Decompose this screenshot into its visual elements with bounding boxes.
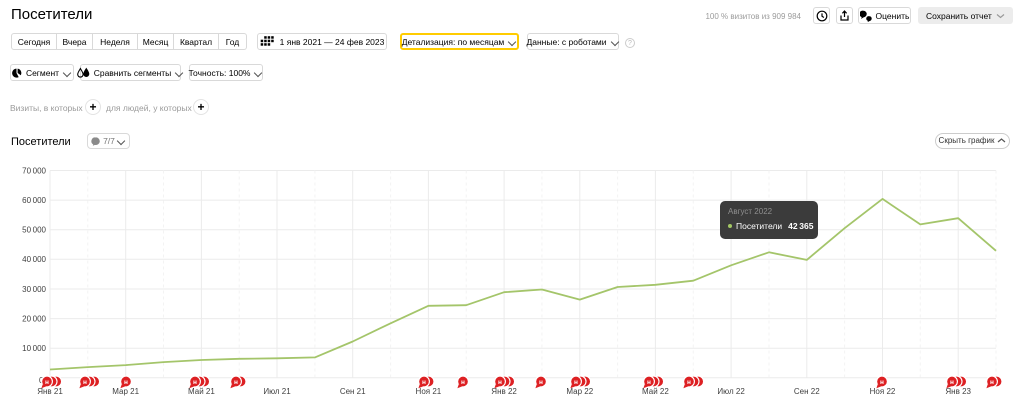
svg-text:н: н bbox=[687, 379, 691, 386]
svg-text:Июл 21: Июл 21 bbox=[263, 387, 291, 396]
svg-text:н: н bbox=[950, 379, 954, 386]
svg-text:20 000: 20 000 bbox=[22, 314, 46, 323]
svg-text:Июл 22: Июл 22 bbox=[717, 387, 745, 396]
svg-text:н: н bbox=[83, 379, 87, 386]
svg-text:Май 22: Май 22 bbox=[642, 387, 669, 396]
svg-text:30 000: 30 000 bbox=[22, 285, 46, 294]
svg-text:60 000: 60 000 bbox=[22, 196, 46, 205]
svg-text:н: н bbox=[422, 379, 426, 386]
svg-text:н: н bbox=[193, 379, 197, 386]
svg-text:н: н bbox=[124, 379, 128, 386]
svg-text:Ноя 21: Ноя 21 bbox=[416, 387, 442, 396]
svg-text:Янв 23: Янв 23 bbox=[945, 387, 971, 396]
svg-text:н: н bbox=[647, 379, 651, 386]
svg-text:Янв 22: Янв 22 bbox=[491, 387, 517, 396]
svg-text:Ноя 22: Ноя 22 bbox=[870, 387, 896, 396]
svg-text:н: н bbox=[574, 379, 578, 386]
svg-text:50 000: 50 000 bbox=[22, 226, 46, 235]
svg-text:Янв 21: Янв 21 bbox=[37, 387, 63, 396]
svg-text:н: н bbox=[234, 379, 238, 386]
svg-text:Сен 21: Сен 21 bbox=[340, 387, 366, 396]
svg-text:н: н bbox=[498, 379, 502, 386]
svg-text:н: н bbox=[461, 379, 465, 386]
svg-text:Май 21: Май 21 bbox=[188, 387, 215, 396]
svg-text:н: н bbox=[45, 379, 49, 386]
svg-text:Сен 22: Сен 22 bbox=[794, 387, 820, 396]
svg-text:40 000: 40 000 bbox=[22, 255, 46, 264]
svg-text:н: н bbox=[880, 379, 884, 386]
svg-text:Мар 21: Мар 21 bbox=[112, 387, 139, 396]
svg-text:н: н bbox=[539, 379, 543, 386]
svg-text:н: н bbox=[990, 379, 994, 386]
svg-text:Мар 22: Мар 22 bbox=[566, 387, 593, 396]
svg-text:70 000: 70 000 bbox=[22, 166, 46, 175]
svg-text:10 000: 10 000 bbox=[22, 344, 46, 353]
